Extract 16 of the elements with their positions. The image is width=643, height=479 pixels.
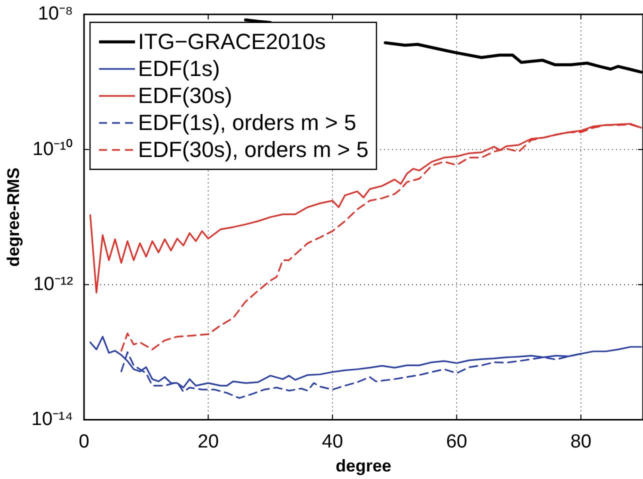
x-tick-label: 80 bbox=[570, 431, 592, 452]
legend-label: EDF(30s), orders m > 5 bbox=[138, 136, 368, 162]
legend-label: EDF(1s) bbox=[138, 56, 220, 81]
x-axis-title: degree bbox=[336, 456, 392, 476]
y-tick-label: 10⁻¹⁴ bbox=[31, 409, 74, 430]
y-axis-title: degree-RMS bbox=[4, 168, 23, 267]
x-tick-label: 20 bbox=[198, 431, 219, 452]
x-tick-label: 40 bbox=[322, 431, 344, 452]
y-tick-label: 10⁻¹⁰ bbox=[32, 138, 74, 160]
y-tick-label: 10⁻⁸ bbox=[38, 4, 74, 25]
legend-label: ITG−GRACE2010s bbox=[138, 28, 326, 54]
x-tick-label: 0 bbox=[78, 431, 90, 452]
y-tick-label: 10⁻¹² bbox=[33, 274, 74, 295]
legend-label: EDF(30s) bbox=[138, 82, 232, 108]
x-tick-label: 60 bbox=[446, 431, 468, 452]
legend-label: EDF(1s), orders m > 5 bbox=[138, 110, 356, 135]
